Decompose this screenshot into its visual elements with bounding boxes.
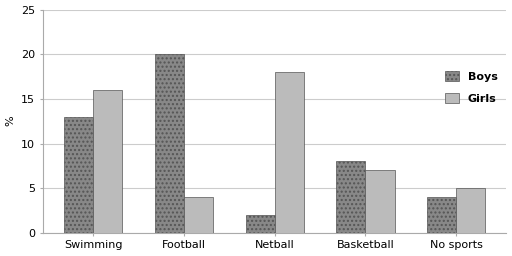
Bar — [246, 215, 274, 233]
Bar — [427, 197, 456, 233]
Legend: Boys, Girls: Boys, Girls — [442, 68, 501, 107]
Bar — [366, 170, 395, 233]
Bar — [456, 188, 485, 233]
Y-axis label: %: % — [6, 116, 15, 126]
Bar — [336, 161, 366, 233]
Bar — [93, 90, 122, 233]
Bar — [184, 197, 213, 233]
Bar — [155, 54, 184, 233]
Bar — [274, 72, 304, 233]
Bar — [64, 117, 93, 233]
